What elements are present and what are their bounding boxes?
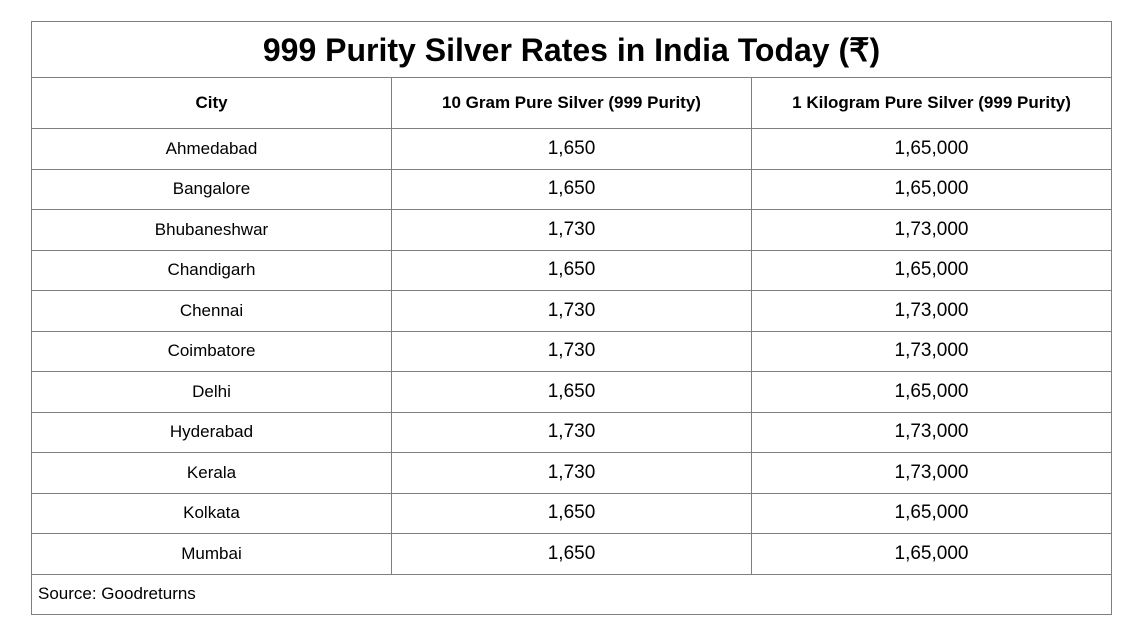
city-cell: Hyderabad	[31, 411, 392, 453]
header-row: City 10 Gram Pure Silver (999 Purity) 1 …	[31, 77, 1112, 129]
table-row: Kerala 1,730 1,73,000	[31, 452, 1112, 494]
ten-gram-price-cell: 1,650	[391, 492, 752, 534]
one-kilogram-price-cell: 1,65,000	[751, 168, 1112, 210]
city-cell: Delhi	[31, 371, 392, 413]
table-row: Kolkata 1,650 1,65,000	[31, 492, 1112, 534]
one-kilogram-price-cell: 1,73,000	[751, 209, 1112, 251]
one-kilogram-price-cell: 1,65,000	[751, 371, 1112, 413]
ten-gram-price-cell: 1,730	[391, 209, 752, 251]
ten-gram-price-cell: 1,730	[391, 411, 752, 453]
one-kilogram-price-cell: 1,73,000	[751, 411, 1112, 453]
city-cell: Kolkata	[31, 492, 392, 534]
ten-gram-price-cell: 1,730	[391, 330, 752, 372]
column-header-1-kilogram: 1 Kilogram Pure Silver (999 Purity)	[751, 77, 1112, 129]
one-kilogram-price-cell: 1,65,000	[751, 533, 1112, 575]
one-kilogram-price-cell: 1,73,000	[751, 330, 1112, 372]
one-kilogram-price-cell: 1,65,000	[751, 249, 1112, 291]
table-row: Hyderabad 1,730 1,73,000	[31, 411, 1112, 453]
table-row: Delhi 1,650 1,65,000	[31, 371, 1112, 413]
table-row: Mumbai 1,650 1,65,000	[31, 533, 1112, 575]
city-cell: Kerala	[31, 452, 392, 494]
table-title: 999 Purity Silver Rates in India Today (…	[31, 21, 1112, 78]
table-row: Chandigarh 1,650 1,65,000	[31, 249, 1112, 291]
city-cell: Mumbai	[31, 533, 392, 575]
column-header-10-gram: 10 Gram Pure Silver (999 Purity)	[391, 77, 752, 129]
table-row: Bhubaneshwar 1,730 1,73,000	[31, 209, 1112, 251]
source-note: Source: Goodreturns	[31, 573, 1112, 615]
table-row: Bangalore 1,650 1,65,000	[31, 168, 1112, 210]
city-cell: Ahmedabad	[31, 128, 392, 170]
ten-gram-price-cell: 1,650	[391, 168, 752, 210]
city-cell: Chennai	[31, 290, 392, 332]
city-cell: Chandigarh	[31, 249, 392, 291]
city-cell: Bhubaneshwar	[31, 209, 392, 251]
ten-gram-price-cell: 1,650	[391, 249, 752, 291]
table-row: Ahmedabad 1,650 1,65,000	[31, 128, 1112, 170]
one-kilogram-price-cell: 1,73,000	[751, 290, 1112, 332]
one-kilogram-price-cell: 1,65,000	[751, 492, 1112, 534]
ten-gram-price-cell: 1,730	[391, 290, 752, 332]
ten-gram-price-cell: 1,650	[391, 128, 752, 170]
column-header-city: City	[31, 77, 392, 129]
silver-rates-table: 999 Purity Silver Rates in India Today (…	[31, 21, 1112, 615]
table-row: Chennai 1,730 1,73,000	[31, 290, 1112, 332]
ten-gram-price-cell: 1,650	[391, 533, 752, 575]
ten-gram-price-cell: 1,650	[391, 371, 752, 413]
table-row: Coimbatore 1,730 1,73,000	[31, 330, 1112, 372]
city-cell: Coimbatore	[31, 330, 392, 372]
city-cell: Bangalore	[31, 168, 392, 210]
one-kilogram-price-cell: 1,73,000	[751, 452, 1112, 494]
one-kilogram-price-cell: 1,65,000	[751, 128, 1112, 170]
ten-gram-price-cell: 1,730	[391, 452, 752, 494]
